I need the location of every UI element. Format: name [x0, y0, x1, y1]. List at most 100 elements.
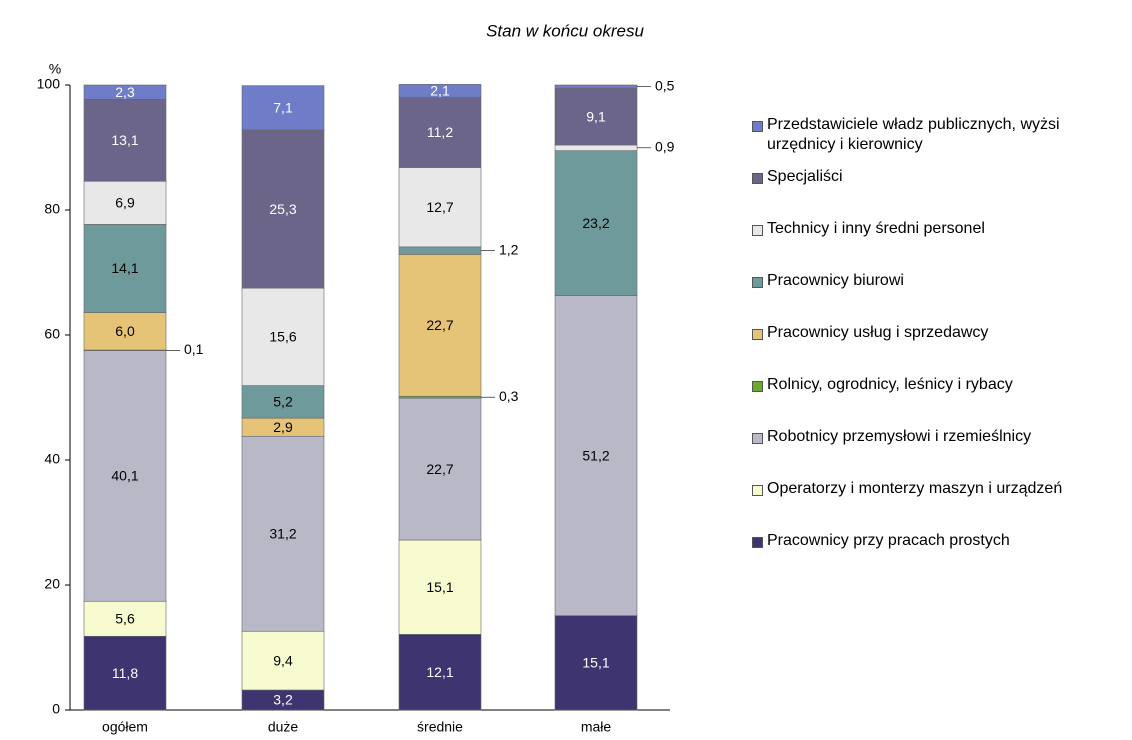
legend-item: Rolnicy, ogrodnicy, leśnicy i rybacy: [752, 375, 1127, 427]
data-label: 22,7: [426, 461, 453, 477]
data-label: 11,2: [427, 124, 453, 140]
legend-swatch: [752, 433, 763, 444]
legend-item: Pracownicy biurowi: [752, 271, 1127, 323]
y-tick-label: 0: [52, 701, 60, 717]
y-tick-label: 20: [44, 576, 60, 592]
data-label: 7,1: [273, 100, 293, 116]
x-tick-label: średnie: [417, 719, 463, 735]
data-label: 22,7: [426, 317, 453, 333]
data-label: 15,6: [269, 329, 296, 345]
legend-item: Technicy i inny średni personel: [752, 219, 1127, 271]
data-label: 6,0: [115, 323, 135, 339]
data-label: 0,5: [655, 77, 675, 93]
bar-segment: [83, 600, 167, 637]
bar-segment: [398, 84, 482, 98]
data-label: 0,9: [655, 139, 675, 155]
data-label: 2,3: [115, 84, 135, 100]
legend-swatch: [752, 329, 763, 340]
bar-segment: [241, 435, 325, 632]
data-label: 9,4: [273, 652, 293, 668]
data-label: 2,1: [430, 83, 450, 99]
bar-segment: [398, 634, 482, 711]
data-label: 9,1: [586, 108, 606, 124]
legend-label: Operatorzy i monterzy maszyn i urządzeń: [767, 480, 1063, 497]
legend-item: Specjaliści: [752, 167, 1127, 219]
bar-segment: [83, 180, 167, 225]
legend-label: Przedstawiciele władz publicznych, wyżsi…: [767, 116, 1060, 153]
legend-label: Pracownicy przy pracach prostych: [767, 532, 1010, 549]
y-tick-label: 100: [37, 76, 61, 92]
bar-segment: [554, 615, 638, 711]
legend: Przedstawiciele władz publicznych, wyżsi…: [752, 115, 1127, 583]
x-tick-label: duże: [268, 719, 299, 735]
data-label: 0,1: [184, 341, 204, 357]
data-label: 23,2: [582, 215, 609, 231]
legend-swatch: [752, 173, 763, 184]
legend-item: Robotnicy przemysłowi i rzemieślnicy: [752, 427, 1127, 479]
legend-swatch: [752, 485, 763, 496]
legend-label: Rolnicy, ogrodnicy, leśnicy i rybacy: [767, 376, 1013, 393]
data-label: 2,9: [273, 419, 293, 435]
data-label: 12,1: [426, 664, 453, 680]
data-label: 40,1: [111, 468, 138, 484]
legend-item: Operatorzy i monterzy maszyn i urządzeń: [752, 479, 1127, 531]
data-label: 15,1: [582, 655, 609, 671]
data-label: 11,8: [112, 665, 138, 681]
bar-segment: [398, 246, 482, 255]
bar-segment: [554, 84, 638, 89]
legend-item: Pracownicy przy pracach prostych: [752, 531, 1127, 583]
legend-swatch: [752, 225, 763, 236]
y-tick-label: 80: [44, 201, 60, 217]
bar-segment: [241, 630, 325, 691]
legend-item: Pracownicy usług i sprzedawcy: [752, 323, 1127, 375]
legend-item: Przedstawiciele władz publicznych, wyżsi…: [752, 115, 1127, 167]
bar-segment: [241, 287, 325, 386]
legend-swatch: [752, 277, 763, 288]
bar-segment: [241, 85, 325, 131]
bar-segment: [398, 397, 482, 541]
legend-swatch: [752, 381, 763, 392]
bar-segment: [83, 84, 167, 100]
data-label: 13,1: [111, 132, 138, 148]
legend-swatch: [752, 121, 763, 132]
legend-label: Pracownicy usług i sprzedawcy: [767, 324, 989, 341]
bar-segment: [83, 635, 167, 711]
y-tick-label: 40: [44, 451, 60, 467]
bar-segment: [241, 385, 325, 419]
data-label: 6,9: [115, 195, 135, 211]
data-label: 12,7: [426, 199, 453, 215]
x-tick-label: małe: [581, 719, 612, 735]
data-label: 25,3: [269, 201, 296, 217]
data-label: 1,2: [499, 241, 519, 257]
bar-segment: [554, 87, 638, 146]
legend-label: Specjaliści: [767, 168, 843, 185]
bar-segment: [83, 350, 167, 602]
data-label: 5,6: [115, 610, 135, 626]
legend-label: Technicy i inny średni personel: [767, 220, 985, 237]
bar-segment: [241, 129, 325, 289]
bar-segment: [398, 167, 482, 248]
bar-segment: [554, 150, 638, 296]
data-label: 5,2: [273, 394, 293, 410]
bar-segment: [398, 254, 482, 397]
bar-segment: [398, 539, 482, 635]
bar-segment: [398, 97, 482, 168]
bar-segment: [83, 99, 167, 182]
y-tick-label: 60: [44, 326, 60, 342]
legend-label: Pracownicy biurowi: [767, 272, 904, 289]
data-label: 31,2: [269, 525, 296, 541]
data-label: 51,2: [582, 447, 609, 463]
x-tick-label: ogółem: [102, 719, 148, 735]
data-label: 0,3: [499, 388, 519, 404]
legend-label: Robotnicy przemysłowi i rzemieślnicy: [767, 428, 1032, 445]
chart-title: Stan w końcu okresu: [486, 21, 644, 40]
bar-segment: [554, 144, 638, 151]
bar-segment: [83, 224, 167, 313]
bar-segment: [83, 312, 167, 351]
data-label: 15,1: [426, 579, 453, 595]
y-axis-label: %: [49, 61, 61, 77]
data-label: 14,1: [111, 260, 138, 276]
bar-segment: [554, 295, 638, 616]
